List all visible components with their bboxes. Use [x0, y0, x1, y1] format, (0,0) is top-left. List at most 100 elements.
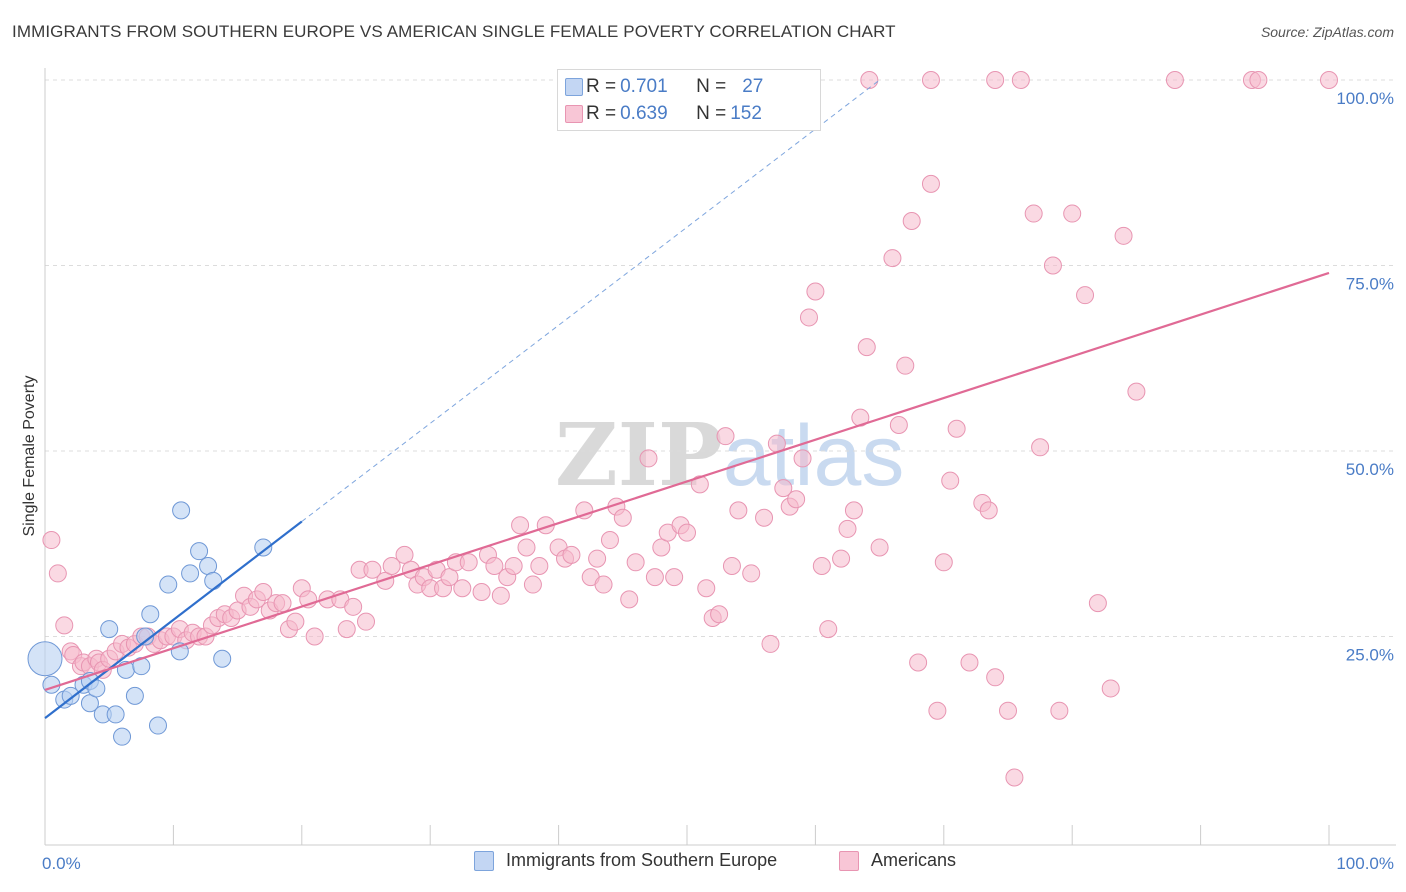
americans-point [600, 531, 619, 550]
legend-n-label: N = [696, 103, 727, 124]
americans-point [344, 597, 363, 616]
americans-point [1024, 204, 1043, 223]
americans-point [947, 419, 966, 438]
americans-point [42, 531, 61, 550]
americans-point [902, 211, 921, 230]
americans-point [1005, 768, 1024, 787]
americans-point [453, 579, 472, 598]
americans-point [1165, 71, 1184, 89]
legend-n-value: 152 [730, 103, 762, 124]
americans-point [665, 568, 684, 587]
southern-europe-point [190, 542, 209, 561]
americans-points [42, 71, 1338, 787]
southern-europe-point [80, 694, 99, 713]
americans-point [588, 549, 607, 568]
legend-label-americans: Americans [871, 850, 957, 870]
legend-swatch-blue [565, 78, 583, 96]
americans-point [305, 627, 324, 646]
americans-point [491, 586, 510, 605]
americans-point [870, 538, 889, 557]
americans-point [806, 282, 825, 301]
legend-n-label: N = [696, 76, 727, 97]
americans-point [986, 668, 1005, 687]
southern-europe-point [113, 727, 132, 746]
americans-point [999, 701, 1017, 720]
americans-point [844, 501, 863, 520]
americans-point [594, 575, 613, 594]
americans-point [697, 579, 716, 598]
chart-title: IMMIGRANTS FROM SOUTHERN EUROPE VS AMERI… [12, 22, 896, 41]
americans-point [440, 568, 459, 587]
americans-point [799, 308, 818, 327]
americans-point [710, 605, 729, 624]
y-tick-label: 100.0% [1336, 89, 1394, 108]
americans-point [1320, 71, 1338, 89]
americans-point [857, 338, 876, 357]
southern-europe-point [100, 620, 119, 639]
americans-point [286, 612, 305, 631]
americans-point [921, 174, 940, 193]
americans-point [819, 620, 838, 639]
legend-r-label: R = [586, 76, 617, 97]
legend-item-americans: Americans [839, 850, 956, 871]
americans-point [395, 545, 414, 564]
americans-point [755, 508, 774, 527]
americans-point [761, 634, 780, 653]
americans-point [860, 71, 879, 89]
southern-europe-point [204, 571, 223, 590]
americans-point [928, 701, 947, 720]
legend-swatch-blue [474, 850, 494, 871]
americans-point [986, 71, 1005, 89]
americans-point [1249, 71, 1268, 89]
americans-point [254, 582, 273, 601]
gridlines [45, 79, 1396, 637]
americans-point [48, 564, 67, 583]
series-legend: Immigrants from Southern Europe American… [0, 850, 1406, 880]
southern-europe-point [181, 564, 200, 583]
southern-europe-trend-line [44, 520, 303, 719]
legend-r-value: 0.639 [620, 103, 668, 124]
southern-europe-point [141, 605, 160, 624]
southern-europe-point [148, 716, 167, 735]
chart-source: Source: ZipAtlas.com [1260, 24, 1394, 40]
americans-point [1076, 286, 1095, 305]
americans-point [1114, 226, 1133, 245]
americans-point [1088, 594, 1107, 613]
americans-trend-line [44, 271, 1330, 691]
americans-point [613, 508, 632, 527]
southern-europe-point [254, 538, 273, 557]
americans-point [742, 564, 761, 583]
americans-point [678, 523, 696, 542]
americans-point [690, 475, 709, 494]
southern-europe-point [159, 575, 178, 594]
americans-point [1063, 204, 1082, 223]
y-tick-label: 50.0% [1346, 460, 1394, 479]
americans-point [363, 560, 382, 579]
americans-point [1043, 256, 1062, 275]
americans-point [459, 553, 478, 572]
americans-point [832, 549, 851, 568]
americans-point [716, 427, 735, 446]
americans-point [1101, 679, 1120, 698]
y-tick-label: 25.0% [1346, 646, 1394, 665]
americans-point [722, 557, 741, 576]
americans-point [639, 449, 658, 468]
americans-point [909, 653, 928, 672]
legend-r-value: 0.701 [620, 76, 668, 97]
southern-europe-point [61, 686, 80, 705]
americans-point [273, 594, 292, 613]
americans-point [620, 590, 639, 609]
legend-label-southern-europe: Immigrants from Southern Europe [506, 850, 778, 870]
americans-point [382, 557, 401, 576]
x-tick-label: 0.0% [42, 854, 81, 873]
americans-point [838, 519, 857, 538]
americans-point [562, 545, 581, 564]
americans-point [652, 538, 671, 557]
americans-point [357, 612, 375, 631]
americans-point [1050, 701, 1069, 720]
southern-europe-point [27, 641, 63, 677]
americans-point [485, 557, 504, 576]
americans-point [376, 571, 395, 590]
americans-point [921, 71, 940, 89]
axes [44, 68, 1396, 846]
